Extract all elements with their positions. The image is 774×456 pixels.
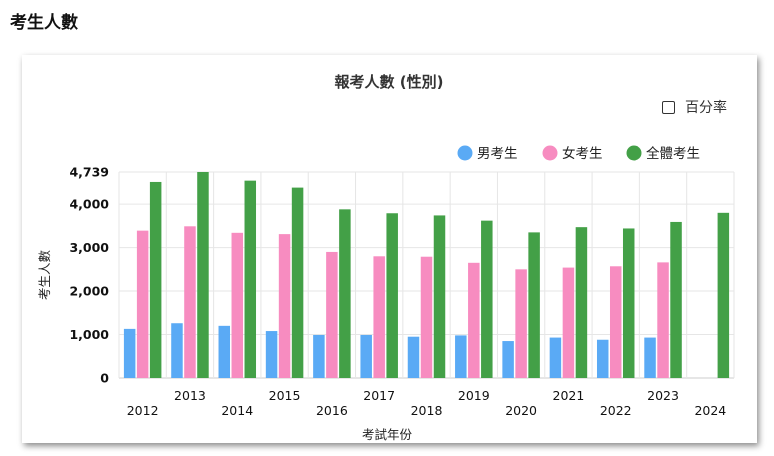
checkbox-icon[interactable] [662,100,675,114]
bar-all-2023[interactable] [670,221,682,378]
bar-female-2013[interactable] [184,226,196,378]
bar-all-2015[interactable] [291,187,304,378]
bar-all-2013[interactable] [197,172,209,378]
bar-male-2018[interactable] [407,336,420,378]
bar-male-2023[interactable] [644,337,656,378]
y-axis-ticks: 0 1,000 2,000 3,000 4,000 4,739 [69,165,109,386]
bar-all-2022[interactable] [622,228,635,378]
bar-male-2012[interactable] [123,328,136,378]
y-tick-label: 4,000 [69,197,109,212]
bar-male-2021[interactable] [549,337,562,378]
bar-female-2022[interactable] [609,266,622,378]
bar-female-2017[interactable] [373,256,385,378]
bar-all-2018[interactable] [433,215,446,378]
legend-marker-female[interactable] [542,145,558,161]
y-tick-label: 3,000 [69,240,109,255]
x-tick-label: 2016 [316,403,348,418]
legend-label-female[interactable]: 女考生 [562,145,603,162]
bar-all-2021[interactable] [575,227,588,378]
x-tick-label: 2019 [458,388,490,403]
legend-label-all[interactable]: 全體考生 [646,145,700,162]
x-tick-label: 2014 [221,403,253,418]
bar-female-2018[interactable] [420,256,433,378]
bar-male-2020[interactable] [502,341,514,378]
bar-male-2015[interactable] [265,331,278,378]
grid-lines [118,171,735,379]
x-tick-label: 2012 [127,403,159,418]
bar-all-2012[interactable] [149,181,162,378]
bar-male-2022[interactable] [596,339,609,378]
y-tick-label: 4,739 [69,165,109,180]
x-tick-label: 2023 [647,388,679,403]
bar-female-2023[interactable] [657,262,669,378]
legend-marker-all[interactable] [626,145,642,161]
gender-bar-chart: 報考人數 (性別) 0 1,000 2,000 3,000 4,000 4,739 201… [37,73,735,442]
x-tick-label: 2024 [694,403,726,418]
bar-male-2019[interactable] [455,335,467,378]
bar-all-2020[interactable] [528,232,540,378]
page-title: 考生人數 [10,13,78,33]
chart-title: 報考人數 (性別) [335,73,444,91]
bar-all-2019[interactable] [481,220,493,378]
x-tick-label: 2021 [553,388,585,403]
bar-all-2024[interactable] [717,212,730,378]
chart-card: 報考人數 (性別) 0 1,000 2,000 3,000 4,000 4,739 201… [22,55,757,443]
x-axis-ticks: 2012 2013 2014 2015 2016 2017 2018 2019 2020 2021… [127,388,727,418]
legend-label-male[interactable]: 男考生 [477,146,518,162]
bar-male-2014[interactable] [218,325,231,378]
x-axis-title: 考試年份 [362,427,413,442]
x-tick-label: 2018 [411,403,443,418]
percent-toggle-label: 百分率 [685,100,727,116]
legend-marker-male[interactable] [457,145,473,161]
bar-all-2017[interactable] [386,213,398,378]
x-tick-label: 2013 [174,388,206,403]
bar-female-2019[interactable] [468,262,480,378]
bar-all-2016[interactable] [339,209,351,378]
x-tick-label: 2020 [505,403,537,418]
bar-female-2015[interactable] [278,234,291,378]
y-axis-title: 考生人數 [37,250,52,301]
bars [123,172,730,378]
bar-male-2016[interactable] [313,334,325,378]
percent-toggle[interactable]: 百分率 [662,97,727,117]
x-tick-label: 2015 [269,388,301,403]
legend: 男考生 女考生 全體考生 [457,145,700,162]
bar-male-2013[interactable] [171,323,183,378]
bar-female-2014[interactable] [231,232,244,378]
y-tick-label: 1,000 [69,327,109,342]
bar-male-2017[interactable] [360,334,372,378]
x-tick-label: 2022 [600,403,632,418]
bar-all-2014[interactable] [244,180,257,378]
bar-female-2020[interactable] [515,269,527,378]
x-tick-label: 2017 [363,388,395,403]
bar-female-2012[interactable] [136,230,149,378]
bar-female-2021[interactable] [562,267,575,378]
bar-female-2016[interactable] [326,251,338,378]
y-tick-label: 2,000 [69,284,109,299]
y-tick-label: 0 [100,371,109,386]
